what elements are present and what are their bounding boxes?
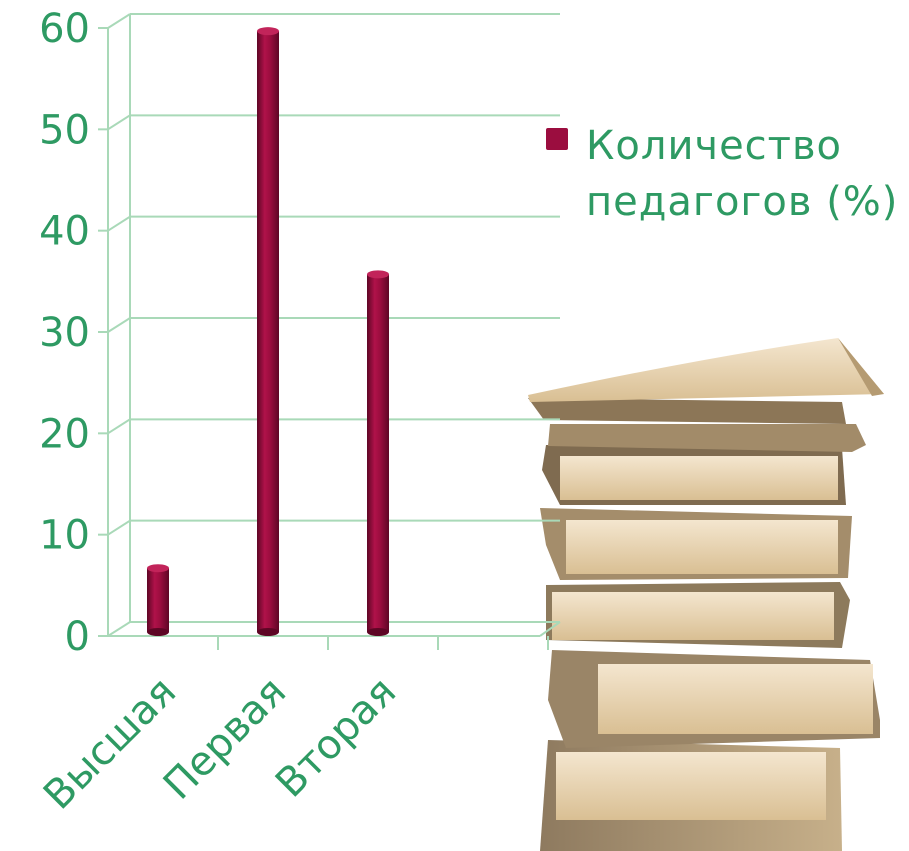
x-tick-label: Вторая bbox=[267, 669, 405, 807]
gridline-depth bbox=[107, 317, 131, 333]
y-tick-label: 30 bbox=[39, 310, 90, 356]
bars bbox=[147, 27, 389, 636]
bar bbox=[147, 564, 169, 636]
gridline-depth bbox=[107, 114, 131, 131]
y-tick-label: 60 bbox=[39, 6, 90, 52]
gridline-depth bbox=[107, 418, 131, 435]
bar-top bbox=[367, 270, 389, 279]
books-illustration bbox=[528, 338, 884, 851]
gridline-depth bbox=[107, 519, 131, 536]
bar-body bbox=[367, 274, 389, 632]
bar-body bbox=[147, 568, 169, 632]
gridline-depth bbox=[107, 13, 131, 29]
bar-top bbox=[257, 27, 279, 36]
legend-swatch bbox=[546, 128, 568, 150]
y-tick-label: 40 bbox=[39, 209, 90, 255]
bar-top bbox=[147, 564, 169, 573]
grid-lines bbox=[107, 13, 560, 637]
legend-label: Количество педагогов (%) bbox=[586, 123, 899, 225]
y-tick-label: 20 bbox=[39, 411, 90, 457]
bar-bottom bbox=[147, 628, 169, 636]
bar bbox=[367, 270, 389, 636]
x-tick-label: Первая bbox=[155, 669, 295, 809]
bar-body bbox=[257, 31, 279, 632]
axes bbox=[98, 14, 561, 650]
bar bbox=[257, 27, 279, 636]
bar-bottom bbox=[367, 628, 389, 636]
bar-bottom bbox=[257, 628, 279, 636]
x-axis-depth bbox=[539, 621, 561, 637]
gridline-depth bbox=[107, 621, 131, 637]
y-tick-label: 10 bbox=[39, 513, 90, 559]
y-tick-label: 50 bbox=[39, 107, 90, 153]
y-tick-label: 0 bbox=[65, 614, 90, 660]
gridline-depth bbox=[107, 215, 131, 232]
x-tick-label: Высшая bbox=[35, 669, 185, 819]
y-tick-labels: 0 10 20 30 40 50 60 bbox=[39, 6, 90, 660]
